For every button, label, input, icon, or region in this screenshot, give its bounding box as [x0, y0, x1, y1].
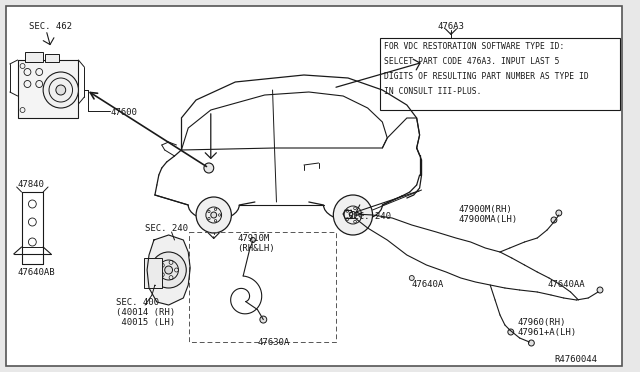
Text: 47840: 47840: [18, 180, 45, 189]
Text: IN CONSULT III-PLUS.: IN CONSULT III-PLUS.: [384, 87, 482, 96]
Text: 47900M(RH): 47900M(RH): [459, 205, 513, 214]
Text: DIGITS OF RESULTING PART NUMBER AS TYPE ID: DIGITS OF RESULTING PART NUMBER AS TYPE …: [384, 72, 589, 81]
Circle shape: [196, 197, 232, 233]
Circle shape: [529, 340, 534, 346]
Circle shape: [250, 237, 255, 243]
Text: 47640A: 47640A: [412, 280, 444, 289]
Circle shape: [508, 329, 514, 335]
Circle shape: [211, 212, 217, 218]
Text: (RH&LH): (RH&LH): [237, 244, 275, 253]
Text: 47961+A(LH): 47961+A(LH): [518, 328, 577, 337]
Circle shape: [56, 85, 66, 95]
Bar: [189, 232, 336, 342]
Circle shape: [151, 252, 186, 288]
Text: 47900MA(LH): 47900MA(LH): [459, 215, 518, 224]
Bar: [45, 54, 59, 62]
Text: 47600: 47600: [111, 108, 138, 117]
Text: SEC. 400: SEC. 400: [116, 298, 159, 307]
Circle shape: [204, 163, 214, 173]
Text: R4760044: R4760044: [554, 355, 597, 364]
Text: 40015 (LH): 40015 (LH): [116, 318, 175, 327]
Text: (40014 (RH): (40014 (RH): [116, 308, 175, 317]
Circle shape: [410, 276, 414, 280]
Circle shape: [43, 72, 79, 108]
Bar: [26, 52, 43, 62]
Circle shape: [556, 210, 562, 216]
Text: 47960(RH): 47960(RH): [518, 318, 566, 327]
Circle shape: [333, 195, 372, 235]
Text: FOR VDC RESTORATION SOFTWARE TYPE ID:: FOR VDC RESTORATION SOFTWARE TYPE ID:: [384, 42, 564, 51]
Text: 47910M: 47910M: [237, 234, 269, 243]
Bar: [380, 38, 620, 110]
Polygon shape: [147, 235, 190, 305]
Text: 476A3: 476A3: [438, 22, 465, 31]
Circle shape: [597, 287, 603, 293]
Text: SELCET PART CODE 476A3. INPUT LAST 5: SELCET PART CODE 476A3. INPUT LAST 5: [384, 57, 560, 66]
Bar: [144, 258, 162, 288]
Text: 47640AB: 47640AB: [18, 268, 55, 277]
Text: 47630A: 47630A: [258, 338, 290, 347]
Circle shape: [260, 316, 267, 323]
Text: 47640AA: 47640AA: [547, 280, 585, 289]
Circle shape: [349, 212, 356, 218]
Circle shape: [551, 217, 557, 223]
Circle shape: [164, 266, 173, 274]
Text: SEC. 462: SEC. 462: [29, 22, 72, 31]
Text: SEC. 240: SEC. 240: [145, 224, 188, 233]
Text: SEC. 240: SEC. 240: [348, 212, 391, 221]
Bar: [18, 60, 79, 118]
